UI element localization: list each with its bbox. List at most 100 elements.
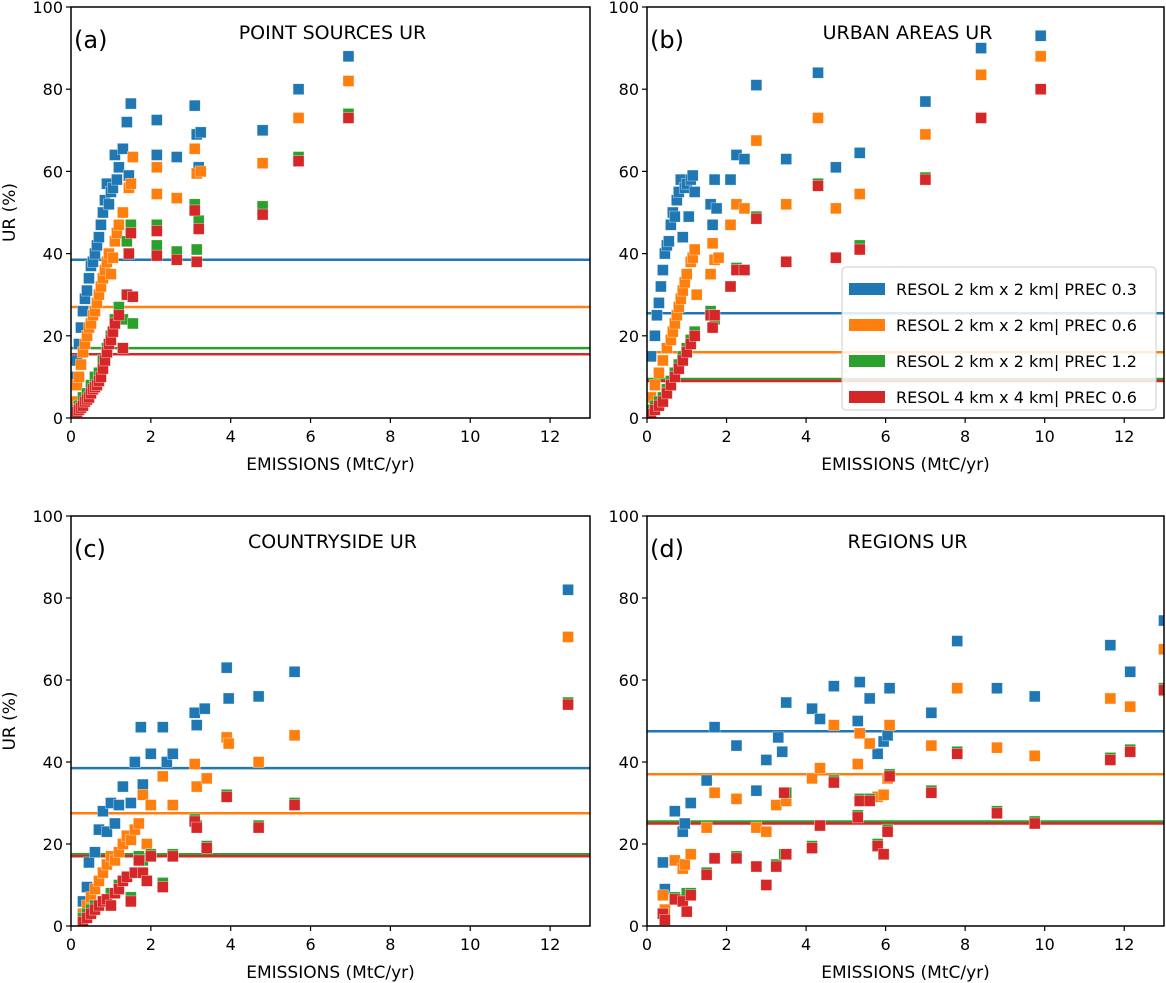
data-point-series-1 <box>157 721 169 733</box>
data-point-series-2 <box>194 165 207 178</box>
data-point-series-1 <box>686 169 699 182</box>
data-point-series-2 <box>649 379 661 391</box>
data-point-series-2 <box>252 756 265 768</box>
data-point-series-4 <box>806 842 818 854</box>
data-point-series-2 <box>653 366 665 379</box>
data-point-series-1 <box>145 747 157 760</box>
x-tick-label: 4 <box>801 935 811 954</box>
data-point-series-4 <box>780 256 792 268</box>
y-tick-label: 100 <box>32 0 63 17</box>
data-point-series-2 <box>107 251 119 264</box>
data-point-series-2 <box>830 202 842 215</box>
data-point-series-1 <box>780 696 792 709</box>
data-point-series-1 <box>991 682 1003 695</box>
data-point-series-2 <box>188 758 201 770</box>
y-tick-label: 60 <box>43 162 63 181</box>
data-point-series-4 <box>200 842 213 854</box>
x-axis-label: EMISSIONS (MtC/yr) <box>821 455 990 475</box>
data-point-series-4 <box>151 249 163 262</box>
data-point-series-2 <box>684 848 697 861</box>
y-tick-label: 0 <box>629 409 639 428</box>
y-tick-label: 80 <box>619 80 639 99</box>
data-point-series-4 <box>145 850 157 863</box>
data-point-series-1 <box>657 264 669 276</box>
data-point-series-2 <box>770 799 783 811</box>
data-point-series-1 <box>663 235 675 248</box>
data-point-series-3 <box>127 317 139 330</box>
data-point-series-4 <box>127 290 139 303</box>
x-tick-label: 8 <box>960 427 970 446</box>
x-tick-label: 2 <box>721 935 731 954</box>
data-point-series-2 <box>780 198 792 211</box>
data-point-series-1 <box>121 116 133 128</box>
data-point-series-1 <box>828 680 840 692</box>
data-point-series-2 <box>1158 643 1164 656</box>
data-point-series-4 <box>951 747 964 760</box>
data-point-series-1 <box>101 825 113 838</box>
panel-letter: (b) <box>650 26 684 54</box>
data-point-series-1 <box>669 210 681 223</box>
data-point-series-1 <box>1158 614 1164 627</box>
data-point-series-2 <box>292 112 305 124</box>
data-point-series-1 <box>853 676 866 688</box>
data-point-series-4 <box>252 821 265 834</box>
data-point-series-1 <box>708 721 721 733</box>
data-point-series-1 <box>851 715 864 727</box>
x-tick-label: 6 <box>305 427 315 446</box>
data-point-series-4 <box>730 852 743 865</box>
data-point-series-2 <box>151 188 163 200</box>
data-point-series-2 <box>919 128 932 141</box>
data-point-series-1 <box>562 583 574 596</box>
data-point-series-2 <box>680 268 693 280</box>
data-point-series-2 <box>141 838 153 850</box>
data-point-series-1 <box>830 161 842 174</box>
data-point-series-1 <box>806 702 818 715</box>
data-point-series-1 <box>288 665 301 678</box>
y-tick-label: 20 <box>43 835 63 854</box>
data-point-series-4 <box>750 860 763 873</box>
data-point-series-4 <box>853 243 866 256</box>
data-point-series-4 <box>780 848 792 861</box>
data-point-series-1 <box>750 784 763 797</box>
x-tick-label: 6 <box>305 935 315 954</box>
legend: RESOL 2 km x 2 km| PREC 0.3 RESOL 2 km x … <box>841 266 1157 411</box>
data-point-series-4 <box>292 155 305 167</box>
data-point-series-1 <box>853 147 866 159</box>
x-tick-label: 10 <box>460 427 480 446</box>
data-point-series-1 <box>194 126 207 139</box>
data-point-series-4 <box>778 786 791 799</box>
legend-label-4: RESOL 4 km x 4 km| PREC 0.6 <box>896 388 1137 407</box>
data-point-series-4 <box>167 850 179 863</box>
panel-c: 0 2 4 6 8 10 12 0 20 40 60 80 100 EMISSIONS (MtC/yr) U… <box>0 507 591 983</box>
x-tick-label: 12 <box>1114 427 1134 446</box>
data-point-series-1 <box>113 799 125 811</box>
data-point-series-4 <box>812 179 824 192</box>
data-point-series-1 <box>925 706 938 719</box>
data-point-series-2 <box>1104 692 1117 705</box>
data-point-series-2 <box>125 834 137 846</box>
data-point-series-2 <box>760 825 773 838</box>
y-tick-label: 60 <box>619 162 639 181</box>
data-point-series-2 <box>1028 750 1041 762</box>
x-tick-label: 2 <box>721 427 731 446</box>
data-point-series-2 <box>657 889 669 902</box>
data-point-series-4 <box>871 840 884 852</box>
data-point-series-4 <box>877 848 890 861</box>
data-point-series-1 <box>113 161 125 174</box>
y-tick-label: 40 <box>619 245 639 264</box>
data-point-series-2 <box>1034 50 1047 63</box>
data-point-series-4 <box>708 309 721 322</box>
axes-frame <box>646 515 1165 927</box>
data-point-series-2 <box>288 729 301 742</box>
legend-swatch-4 <box>849 391 885 403</box>
data-point-series-1 <box>1104 639 1117 651</box>
data-point-series-1 <box>678 817 691 830</box>
data-point-series-4 <box>881 825 894 838</box>
data-point-series-1 <box>135 721 147 733</box>
data-point-series-4 <box>680 905 693 918</box>
data-point-series-1 <box>776 745 789 758</box>
data-point-series-2 <box>712 251 725 264</box>
data-point-series-1 <box>95 219 107 231</box>
data-point-series-2 <box>1124 700 1136 713</box>
data-point-series-1 <box>117 780 129 793</box>
